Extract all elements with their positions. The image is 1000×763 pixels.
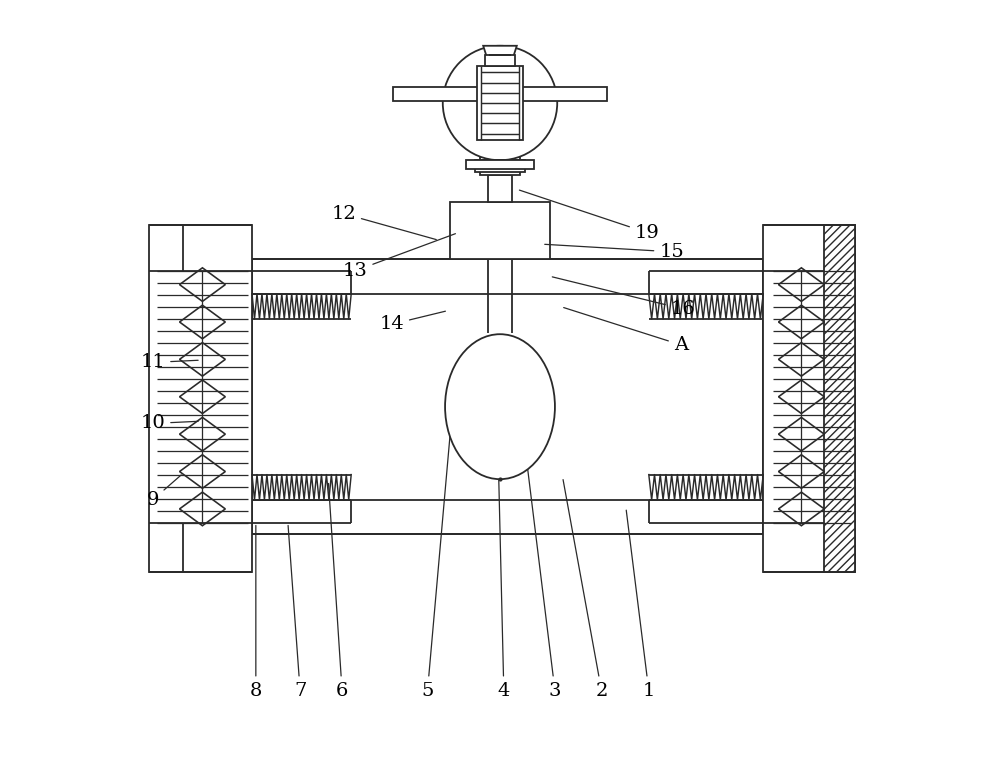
Bar bbox=[252, 259, 763, 534]
Text: 5: 5 bbox=[421, 434, 450, 700]
Bar bbox=[149, 225, 252, 572]
Text: 12: 12 bbox=[331, 204, 436, 240]
Circle shape bbox=[443, 46, 557, 160]
Bar bbox=[490, 145, 510, 156]
Bar bbox=[450, 202, 550, 259]
Text: 7: 7 bbox=[288, 526, 306, 700]
Bar bbox=[475, 160, 525, 172]
Bar bbox=[488, 63, 512, 87]
Text: 3: 3 bbox=[525, 446, 561, 700]
Bar bbox=[824, 225, 855, 572]
Bar bbox=[393, 87, 607, 101]
Text: 15: 15 bbox=[545, 243, 684, 261]
Text: 11: 11 bbox=[140, 353, 198, 372]
Polygon shape bbox=[483, 46, 517, 63]
Text: 4: 4 bbox=[498, 438, 510, 700]
Text: 1: 1 bbox=[626, 510, 655, 700]
Text: 9: 9 bbox=[147, 475, 181, 509]
Ellipse shape bbox=[445, 334, 555, 479]
Text: 8: 8 bbox=[250, 526, 262, 700]
Text: 2: 2 bbox=[563, 480, 608, 700]
Bar bbox=[480, 156, 520, 175]
Text: 16: 16 bbox=[552, 277, 695, 318]
Text: 13: 13 bbox=[343, 233, 455, 280]
Bar bbox=[763, 225, 855, 572]
Bar bbox=[477, 66, 523, 140]
Text: 10: 10 bbox=[140, 414, 198, 433]
Text: A: A bbox=[564, 307, 688, 354]
Bar bbox=[466, 160, 534, 169]
Bar bbox=[488, 175, 512, 202]
Text: 19: 19 bbox=[519, 190, 660, 242]
Text: 14: 14 bbox=[379, 311, 445, 333]
Bar bbox=[485, 55, 515, 66]
Text: 6: 6 bbox=[329, 484, 348, 700]
